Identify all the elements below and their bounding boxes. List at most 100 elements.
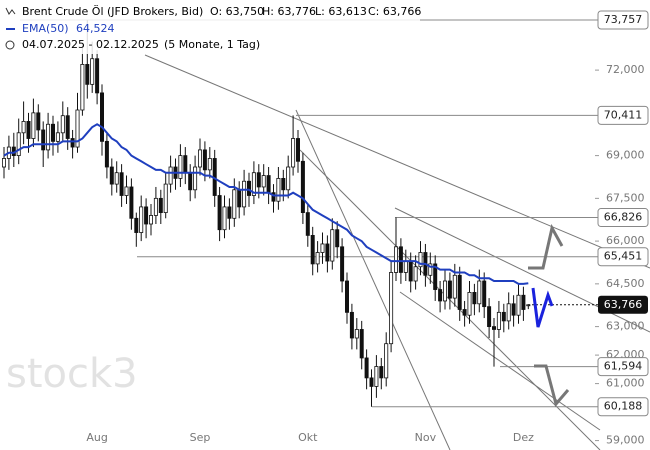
candle-body [178, 155, 183, 179]
candle-body [438, 289, 443, 302]
candle-body [168, 166, 173, 185]
candle-body [335, 229, 340, 248]
candle-body [315, 252, 320, 265]
candle-body [305, 212, 310, 236]
candle-body [511, 303, 516, 316]
header: Brent Crude Öl (JFD Brokers, Bid) O: 63,… [0, 2, 421, 54]
candle-body [193, 166, 198, 191]
level-label: 66,826 [604, 211, 643, 224]
candle-body [281, 178, 286, 191]
candle-body [144, 206, 149, 225]
level-box [597, 105, 649, 125]
ohlc: O: 63,750 [210, 5, 264, 18]
x-tick-label: Sep [190, 431, 211, 444]
ema-name: EMA(50) [22, 22, 69, 35]
candle-body [291, 138, 296, 168]
date-range: 04.07.2025 - 02.12.2025 [22, 38, 159, 51]
candle-body [60, 115, 65, 134]
candle-body [482, 280, 487, 308]
candle-body [46, 123, 51, 151]
candle-body [75, 109, 80, 148]
candle-body [41, 129, 46, 151]
watermark: stock3 [6, 351, 138, 397]
level-label: 70,411 [604, 108, 643, 121]
period: (5 Monate, 1 Tag) [164, 38, 260, 51]
candle-body [129, 186, 134, 219]
ema-value: 64,524 [76, 22, 115, 35]
candle-body [521, 294, 526, 310]
candle-body [418, 252, 423, 268]
candle-body [222, 206, 227, 231]
candle-body [462, 309, 467, 316]
clock-icon [5, 40, 15, 50]
y-tick-label: 69,000 [606, 149, 645, 162]
candle-body [447, 280, 452, 299]
candle-body [251, 172, 256, 196]
candle-body [139, 206, 144, 233]
candle-body [467, 292, 472, 316]
x-tick-label: Dez [513, 431, 534, 444]
candle-body [330, 229, 335, 262]
candle-body [300, 160, 305, 214]
candle-body [85, 64, 90, 85]
y-tick-label: 64,500 [606, 277, 645, 290]
candle-body [90, 58, 95, 85]
candle-body [403, 260, 408, 273]
candle-body [227, 206, 232, 219]
candle-body [188, 172, 193, 191]
x-tick-label: Nov [415, 431, 437, 444]
candle-body [379, 366, 384, 379]
arrows [528, 223, 570, 408]
candle-body [310, 235, 315, 265]
candle-body [349, 311, 354, 339]
icon [5, 7, 16, 15]
candle-body [364, 357, 369, 379]
candle-body [183, 155, 188, 174]
candle-body [271, 192, 276, 202]
candle-body [55, 132, 60, 142]
candle-body [104, 140, 109, 168]
candle-body [26, 121, 31, 139]
candle-body [21, 121, 26, 134]
candle-body [261, 175, 266, 188]
candle-body [217, 195, 222, 231]
arrow-up [528, 223, 564, 270]
candle-body [148, 215, 153, 225]
y-tick-label: 66,000 [606, 234, 645, 247]
last-price-box [598, 295, 648, 314]
candle-body [496, 311, 501, 330]
y-tick-label: 72,000 [606, 63, 645, 76]
candle-body [398, 246, 403, 273]
candle-body [433, 263, 438, 290]
candle-body [134, 217, 139, 233]
level-label: 73,757 [604, 13, 643, 26]
level-box [597, 397, 649, 417]
candle-body [442, 280, 447, 302]
last-price-label: 63,766 [604, 298, 643, 311]
y-tick-label: 61,000 [606, 377, 645, 390]
candle-body [246, 180, 251, 196]
candle-body [2, 158, 7, 168]
candle-body [344, 280, 349, 313]
candle-body [65, 115, 70, 139]
instrument: Brent Crude Öl (JFD Brokers, Bid) [22, 5, 203, 18]
candle-body [197, 149, 202, 168]
candle-body [100, 92, 105, 142]
candle-body [408, 260, 413, 282]
candle-body [119, 172, 124, 196]
candle-body [428, 263, 433, 276]
candle-body [124, 186, 129, 196]
header-bg [0, 2, 420, 54]
level-label: 61,594 [604, 360, 643, 373]
level-label: 60,188 [604, 400, 643, 413]
candle-body [95, 58, 100, 94]
level-label: 65,451 [604, 250, 643, 263]
candle-body [153, 197, 158, 216]
candle-body [325, 243, 330, 262]
level-box [597, 247, 649, 267]
candle-body [452, 274, 457, 299]
candle-body [31, 112, 36, 139]
candle-body [237, 189, 242, 208]
